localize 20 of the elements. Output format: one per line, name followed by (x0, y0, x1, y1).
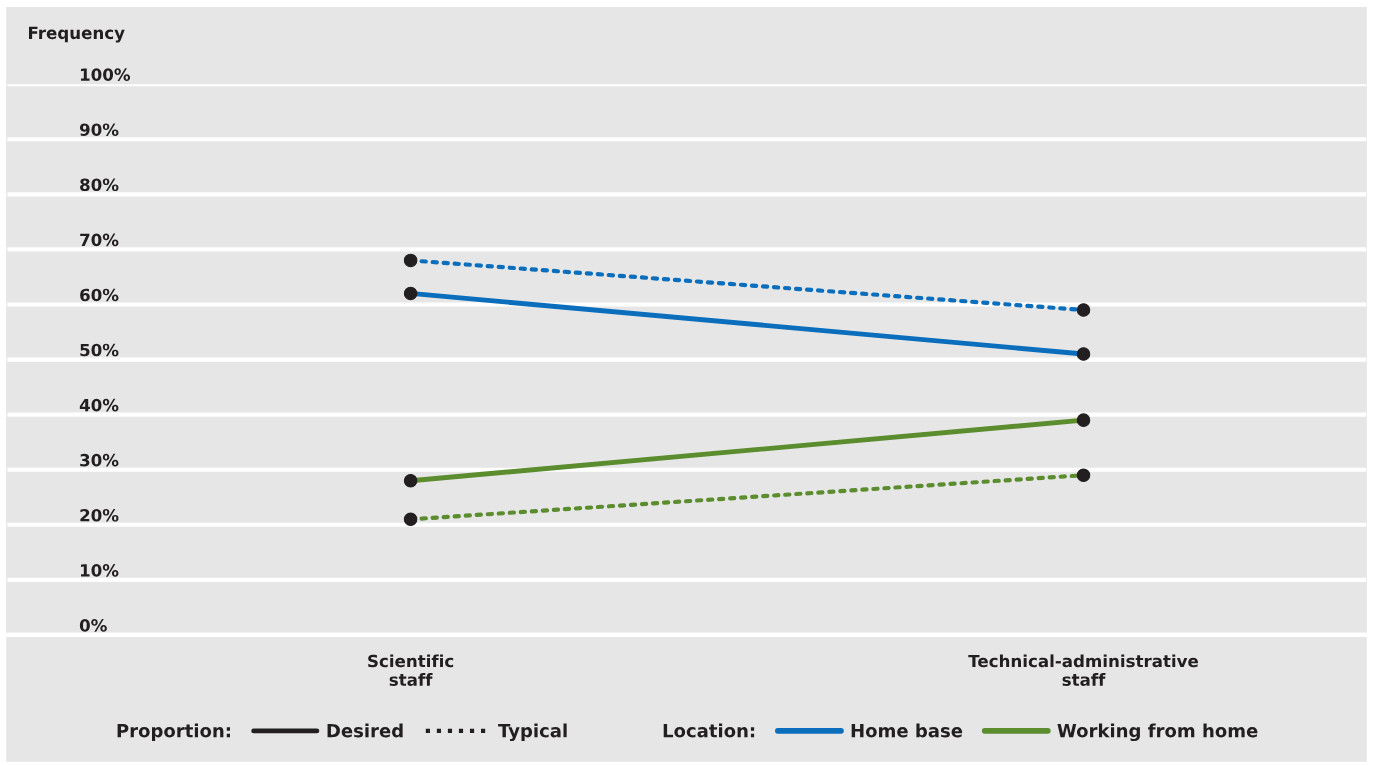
y-tick-label: 70% (80, 233, 119, 247)
y-tick-label: 80% (80, 178, 119, 192)
text: Location: (663, 723, 755, 738)
text: Typical (498, 723, 567, 742)
y-tick-label: 10% (80, 564, 119, 577)
text: Proportion: (117, 723, 230, 741)
y-tick-label: 20% (80, 508, 119, 522)
y-tick-label: 100% (80, 68, 131, 81)
y-tick-label: 60% (80, 288, 119, 302)
y-tick-label: 30% (80, 453, 119, 467)
x-tick-label: Scientific staff (368, 654, 454, 686)
x-tick-label: Technical-administrative staff (968, 654, 1198, 686)
text: Home base (851, 723, 963, 738)
y-tick-label: 90% (79, 123, 119, 136)
y-axis-title: Frequency (28, 26, 125, 43)
text: Working from home (1057, 723, 1258, 742)
text: Desired (327, 723, 403, 738)
y-tick-label: 40% (79, 398, 119, 412)
y-tick-label: 0% (79, 619, 107, 632)
y-tick-label: 50% (80, 343, 119, 357)
